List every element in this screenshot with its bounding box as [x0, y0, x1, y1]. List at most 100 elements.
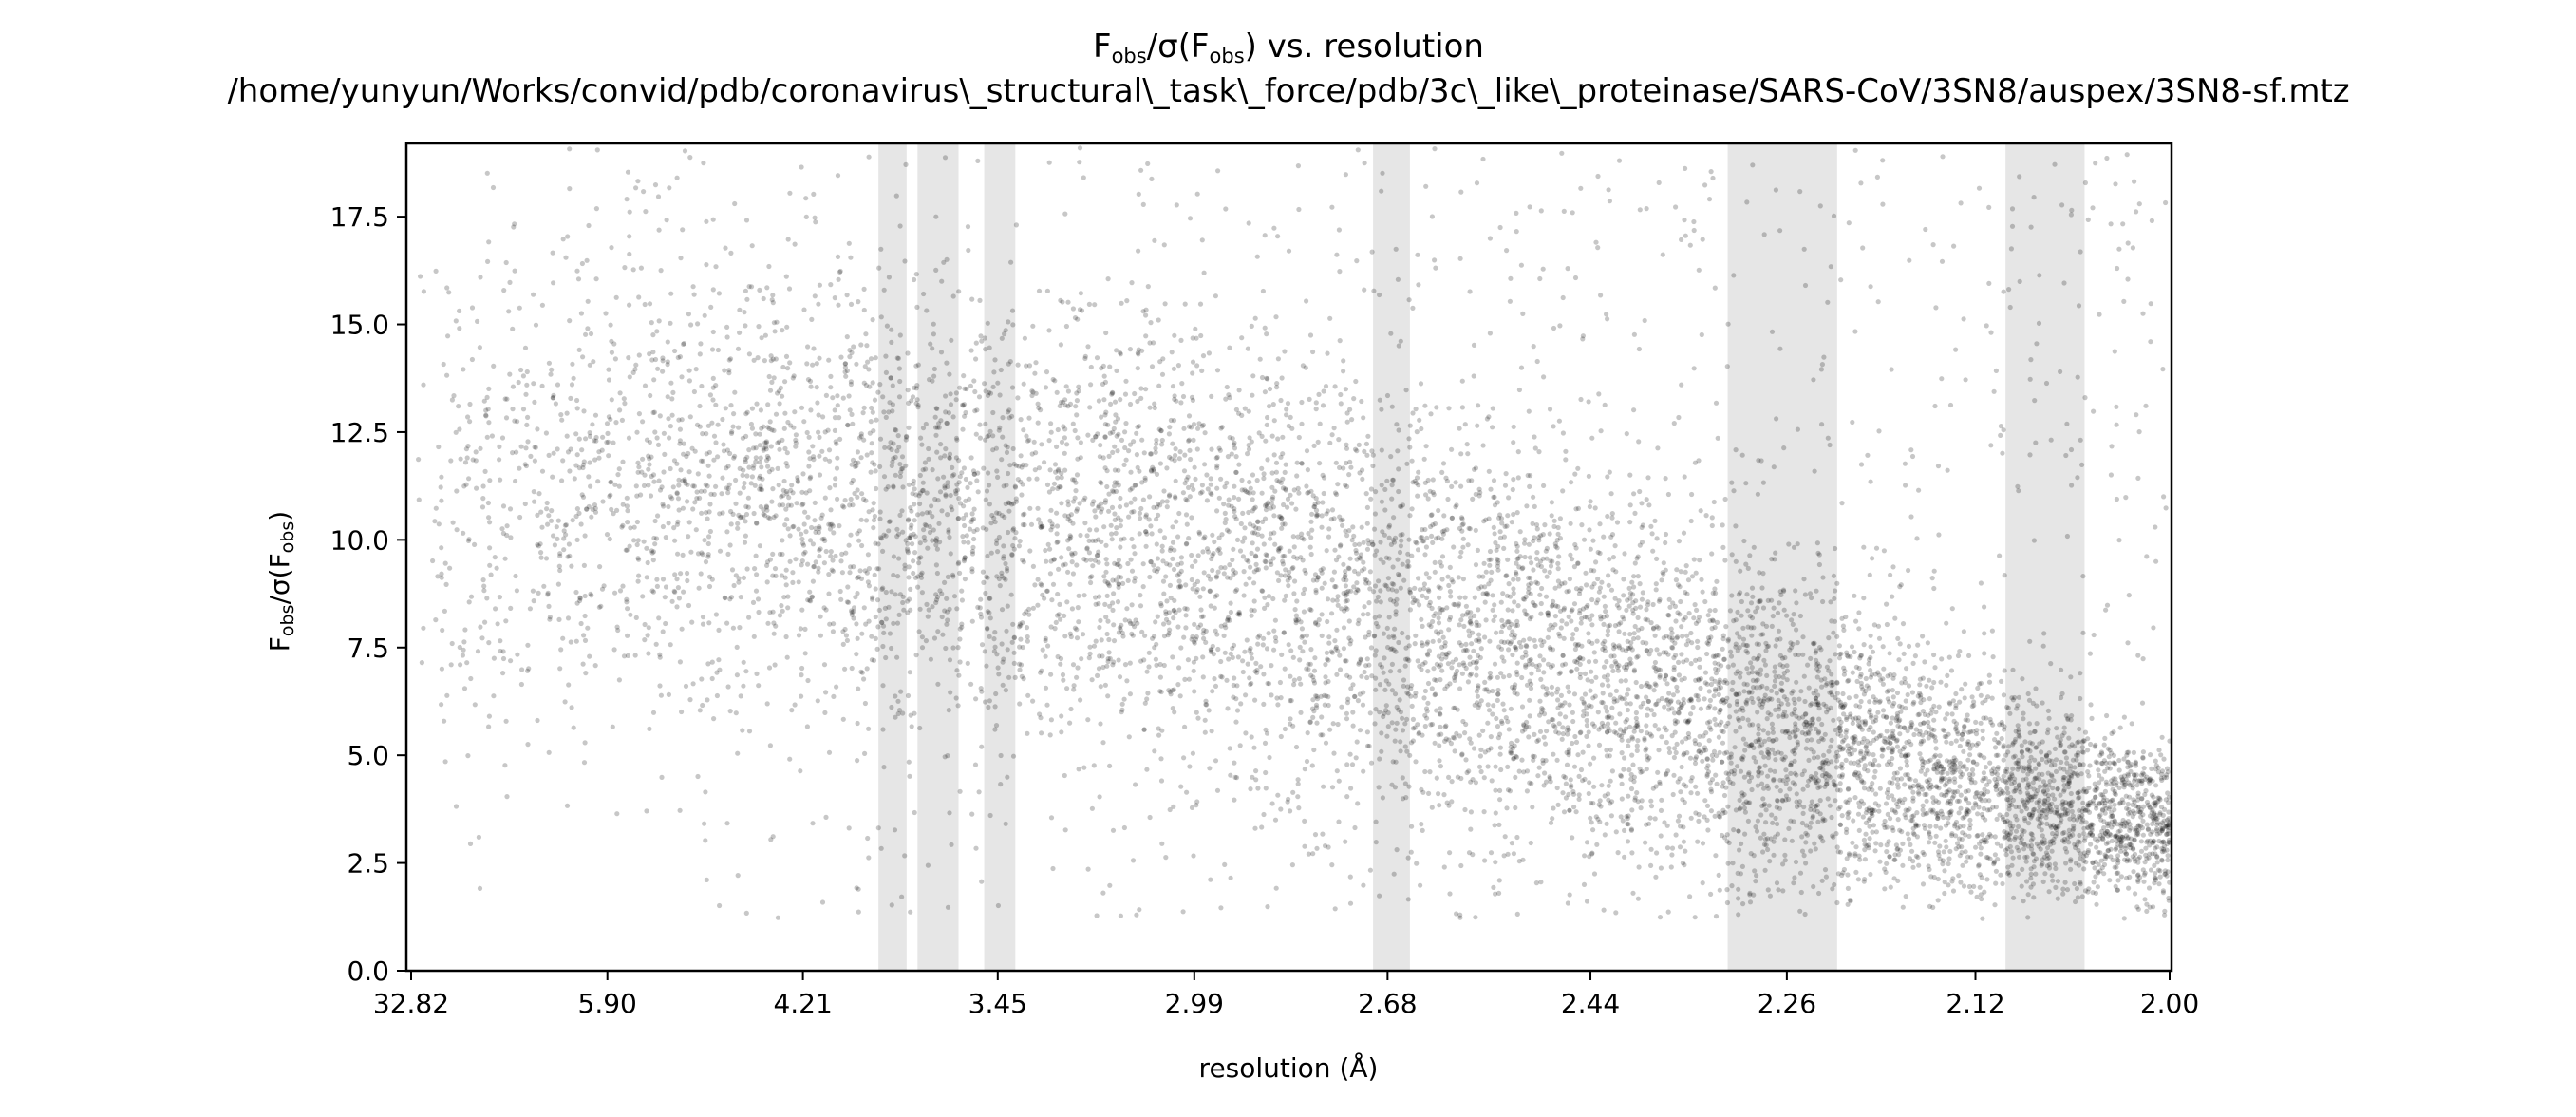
data-point: [510, 384, 517, 389]
data-point: [615, 627, 621, 634]
data-point: [1730, 861, 1736, 866]
data-point: [1264, 730, 1270, 736]
data-point: [763, 446, 769, 452]
data-point: [1268, 536, 1273, 541]
data-point: [713, 440, 719, 445]
data-point: [1176, 510, 1182, 517]
data-point: [1273, 460, 1280, 465]
data-point: [1354, 448, 1360, 454]
data-point: [1990, 805, 1996, 810]
data-point: [781, 595, 787, 600]
data-point: [1616, 663, 1622, 669]
data-point: [821, 662, 828, 668]
data-point: [1755, 710, 1760, 715]
data-point: [1059, 501, 1064, 506]
data-point: [1183, 613, 1189, 618]
data-point: [1287, 548, 1292, 554]
data-point: [492, 555, 498, 560]
data-point: [1749, 786, 1755, 793]
data-point: [674, 491, 680, 497]
data-point: [1527, 483, 1532, 489]
data-point: [1302, 818, 1307, 824]
data-point: [716, 627, 722, 634]
data-point: [1115, 599, 1121, 605]
data-point: [785, 419, 791, 426]
data-point: [1656, 727, 1662, 732]
data-point: [1426, 575, 1432, 580]
data-point: [756, 324, 762, 330]
data-point: [1453, 480, 1458, 485]
data-point: [2124, 152, 2130, 158]
data-point: [1542, 770, 1548, 776]
data-point: [1395, 448, 1401, 454]
data-point: [1593, 239, 1599, 245]
data-point: [764, 579, 770, 585]
data-point: [1044, 288, 1050, 293]
data-point: [1013, 496, 1019, 502]
data-point: [1792, 875, 1797, 880]
data-point: [1909, 690, 1915, 695]
data-point: [1549, 684, 1554, 691]
data-point: [1531, 494, 1536, 500]
data-point: [1825, 299, 1831, 305]
data-point: [1349, 762, 1356, 767]
data-point: [1059, 439, 1065, 445]
data-point: [1476, 732, 1482, 738]
data-point: [2028, 224, 2034, 230]
data-point: [1615, 850, 1621, 856]
data-point: [975, 158, 981, 163]
data-point: [967, 496, 972, 502]
data-point: [672, 572, 678, 577]
data-point: [954, 668, 960, 673]
data-point: [1752, 868, 1758, 874]
data-point: [1683, 165, 1688, 171]
data-point: [1999, 736, 2004, 742]
data-point: [983, 421, 988, 426]
data-point: [1551, 325, 1557, 331]
data-point: [647, 726, 652, 732]
data-point: [1598, 725, 1605, 730]
data-point: [1577, 674, 1583, 681]
data-point: [1171, 804, 1176, 809]
data-point: [767, 419, 773, 425]
data-point: [1961, 824, 1966, 829]
data-point: [1677, 776, 1683, 782]
data-point: [1586, 790, 1591, 797]
data-point: [1936, 704, 1942, 710]
data-point: [1410, 305, 1416, 311]
data-point: [1301, 609, 1307, 615]
data-point: [725, 551, 731, 558]
data-point: [1379, 407, 1384, 412]
data-point: [1192, 464, 1197, 470]
data-point: [819, 448, 825, 454]
data-point: [2082, 180, 2088, 186]
data-point: [963, 512, 969, 518]
data-point: [1902, 461, 1908, 466]
data-point: [2023, 776, 2029, 782]
data-point: [1514, 691, 1520, 697]
data-point: [1329, 577, 1335, 583]
data-point: [1503, 573, 1509, 579]
data-point: [1510, 608, 1515, 614]
data-point: [1806, 720, 1813, 726]
data-point: [1871, 694, 1876, 700]
data-point: [2132, 179, 2137, 184]
data-point: [2125, 240, 2131, 246]
data-point: [1713, 400, 1720, 406]
data-point: [1800, 634, 1806, 640]
data-point: [889, 327, 894, 332]
data-point: [1571, 601, 1578, 607]
data-point: [1861, 544, 1867, 550]
data-point: [1213, 594, 1218, 599]
data-point: [1947, 767, 1954, 772]
data-point: [635, 538, 641, 543]
data-point: [1727, 608, 1733, 614]
data-point: [1432, 740, 1438, 746]
data-point: [928, 341, 933, 347]
data-point: [550, 474, 555, 480]
data-point: [1087, 405, 1093, 410]
data-point: [1350, 723, 1356, 729]
data-point: [1207, 588, 1213, 594]
data-point: [847, 570, 853, 576]
data-point: [1541, 374, 1547, 380]
